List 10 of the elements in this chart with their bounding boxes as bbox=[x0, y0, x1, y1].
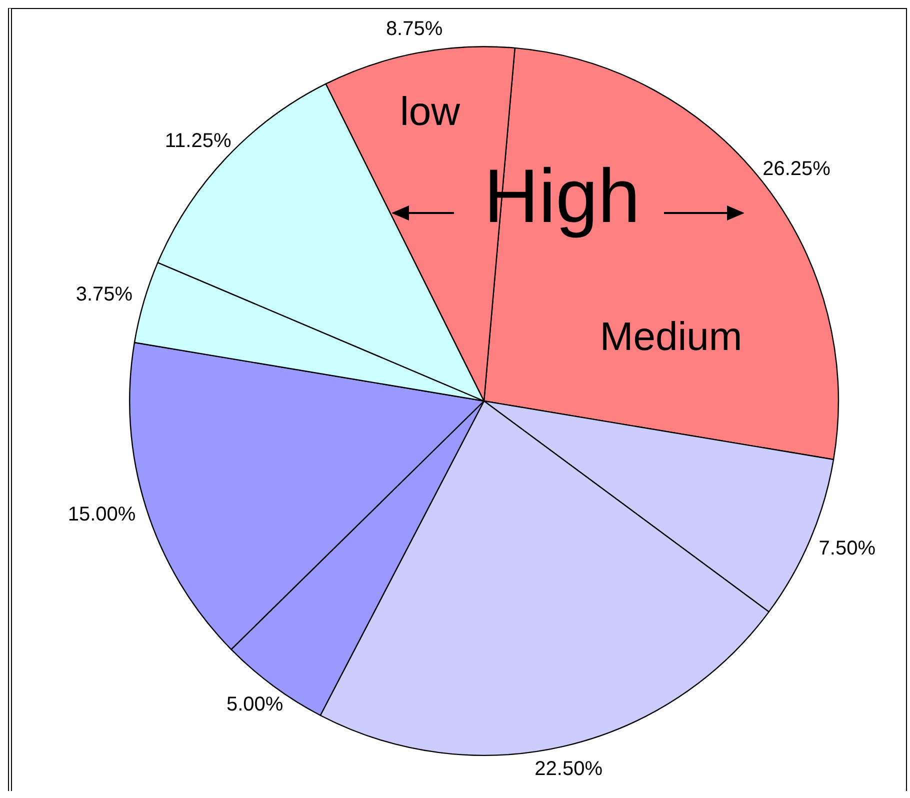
data-label: 7.50% bbox=[818, 537, 876, 560]
data-label: 8.75% bbox=[386, 18, 443, 40]
data-label: 3.75% bbox=[76, 284, 133, 306]
data-label: 11.25% bbox=[164, 130, 232, 152]
data-label: 26.25% bbox=[762, 158, 831, 180]
data-label: 22.50% bbox=[534, 758, 603, 780]
text: low bbox=[400, 90, 460, 134]
text: Medium bbox=[600, 315, 742, 360]
data-label: 15.00% bbox=[68, 503, 136, 526]
data-label: 5.00% bbox=[226, 694, 284, 716]
